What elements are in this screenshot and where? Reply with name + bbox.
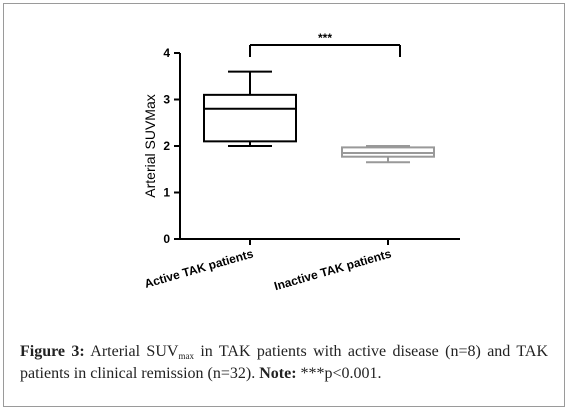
significance-label: *** [318,31,332,45]
figure-caption: Figure 3: Arterial SUVmax in TAK patient… [20,341,548,385]
y-tick-label: 3 [163,93,170,107]
caption-text-before: Arterial SUV [84,343,179,360]
box-iqr [203,93,297,143]
y-axis-title: Arterial SUVMax [142,94,158,197]
y-tick-label: 1 [163,186,170,200]
box-plot-chart: 0 1 2 3 4 Active TAK patients Inactive TAK pat… [142,31,460,293]
caption-note-text: ***p<0.001. [296,365,382,382]
caption-text-middle: in TAK patients with active disease (n=8… [20,343,549,382]
figure-frame [3,3,565,407]
caption-note-label: Note: [259,365,297,382]
caption-subscript: max [178,351,194,361]
x-category-label: Active TAK patients [143,246,255,291]
caption-label: Figure 3: [20,343,85,360]
y-tick-label: 4 [163,46,170,60]
x-category-label: Inactive TAK patients [273,246,394,293]
y-tick-label: 0 [163,232,170,246]
y-tick-label: 2 [163,139,170,153]
